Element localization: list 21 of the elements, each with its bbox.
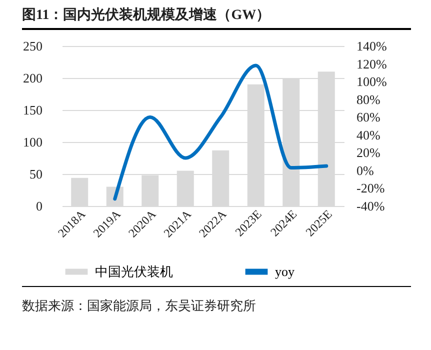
y2-tick-label: 120% (356, 56, 387, 72)
y-tick-label: 100 (23, 134, 42, 150)
y-tick-label: 0 (36, 198, 42, 214)
chart-title: 图11：国内光伏装机规模及增速（GW） (22, 6, 411, 30)
y-tick-label: 50 (30, 166, 42, 182)
y2-tick-label: 60% (356, 110, 380, 125)
y2-tick-label: 0% (356, 162, 374, 178)
y2-tick-label: 80% (356, 92, 380, 107)
legend-label: yoy (275, 264, 295, 279)
y-tick-label: 150 (23, 102, 42, 118)
y2-tick-label: 140% (356, 38, 387, 54)
y2-tick-label: -20% (356, 180, 385, 196)
y2-tick-label: 100% (356, 74, 387, 90)
legend-label: 中国光伏装机 (95, 264, 173, 279)
y2-tick-label: 40% (356, 127, 380, 142)
y2-tick-label: 20% (356, 145, 380, 160)
source-note: 数据来源：国家能源局，东吴证券研究所 (22, 286, 411, 315)
y-tick-label: 250 (23, 38, 42, 54)
y2-tick-label: -40% (356, 198, 385, 214)
y-tick-label: 200 (23, 70, 42, 86)
line-series (113, 64, 328, 201)
